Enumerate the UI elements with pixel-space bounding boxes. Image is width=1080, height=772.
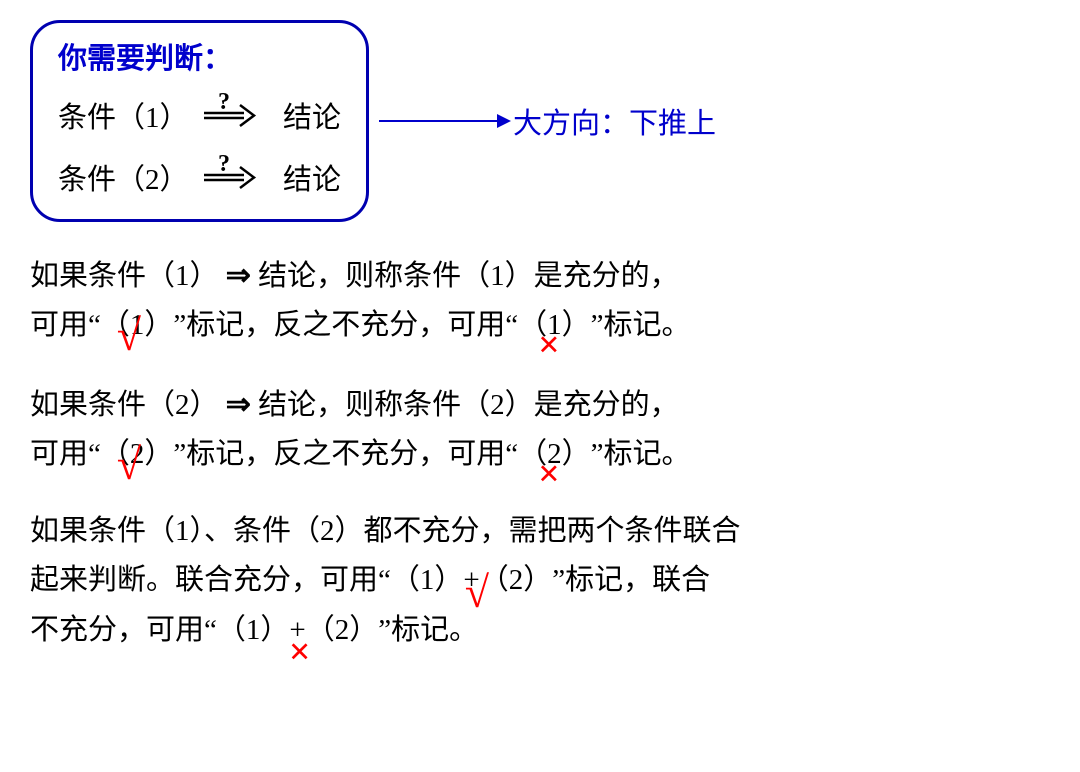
p1-text: 可用“ (30, 309, 101, 341)
arrow-icon (379, 120, 509, 122)
implies-icon: ⇒ (226, 388, 251, 421)
mark-1x-text: （1） (518, 309, 591, 341)
conclusion-1-label: 结论 (283, 94, 341, 136)
p1-text: ”标记，反之不充分，可用“ (173, 309, 518, 341)
p3-text: 不充分，可用“ (30, 614, 217, 646)
header-row: 你需要判断： 条件（1） ? 结论 条件（2） ? (30, 20, 1050, 222)
p3-text: 如果条件（1）、条件（2）都不充分，需把两个条件联合 (30, 515, 741, 547)
conclusion-2-label: 结论 (283, 156, 341, 198)
direction-label: 大方向：下推上 (513, 100, 716, 142)
box-title: 你需要判断： (58, 35, 341, 77)
mark-cross-combined: （1）+（2）× (217, 606, 378, 655)
box-line-1: 条件（1） ? 结论 (58, 91, 341, 139)
p3-text: 起来判断。联合充分，可用“ (30, 564, 391, 596)
mark-c-text: （1）+（2） (391, 564, 552, 596)
condition-1-label: 条件（1） (58, 94, 198, 136)
p2-text: 结论，则称条件（2）是充分的， (258, 389, 679, 421)
p2-text: 如果条件（2） (30, 389, 219, 421)
p1-text: 结论，则称条件（1）是充分的， (258, 260, 679, 292)
box-line-2: 条件（2） ? 结论 (58, 153, 341, 201)
p3-text: ”标记，联合 (552, 564, 710, 596)
mark-check-2: （2）√ (101, 430, 174, 479)
mark-check-combined: （1）+（2）√ (391, 556, 552, 605)
svg-text:?: ? (218, 153, 230, 177)
condition-2-label: 条件（2） (58, 156, 198, 198)
p1-text: 如果条件（1） (30, 260, 219, 292)
judgment-box: 你需要判断： 条件（1） ? 结论 条件（2） ? (30, 20, 369, 222)
mark-cross-1: （1）× (518, 301, 591, 350)
mark-2-text: （2） (101, 438, 174, 470)
paragraph-1: 如果条件（1） ⇒ 结论，则称条件（1）是充分的， 可用“（1）√”标记，反之不… (30, 250, 1050, 351)
implies-icon: ⇒ (226, 259, 251, 292)
paragraph-3: 如果条件（1）、条件（2）都不充分，需把两个条件联合 起来判断。联合充分，可用“… (30, 507, 1050, 655)
mark-1-text: （1） (101, 309, 174, 341)
mark-2x-text: （2） (518, 438, 591, 470)
paragraph-2: 如果条件（2） ⇒ 结论，则称条件（2）是充分的， 可用“（2）√”标记，反之不… (30, 379, 1050, 480)
p1-text: ”标记。 (591, 309, 691, 341)
svg-text:?: ? (218, 91, 230, 115)
question-arrow-icon: ? (198, 91, 258, 139)
direction-arrow: 大方向：下推上 (379, 100, 716, 142)
question-arrow-icon: ? (198, 153, 258, 201)
p2-text: ”标记。 (591, 438, 691, 470)
p3-text: ”标记。 (378, 614, 478, 646)
mark-check-1: （1）√ (101, 301, 174, 350)
p2-text: 可用“ (30, 438, 101, 470)
mark-cross-2: （2）× (518, 430, 591, 479)
p2-text: ”标记，反之不充分，可用“ (173, 438, 518, 470)
mark-cx-text: （1）+（2） (217, 614, 378, 646)
